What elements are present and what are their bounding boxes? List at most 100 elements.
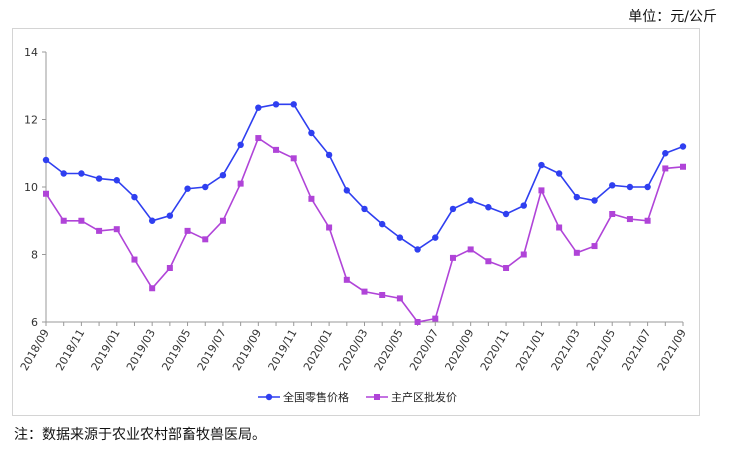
data-point [396, 234, 404, 241]
data-point [308, 195, 315, 202]
data-point [42, 156, 50, 164]
data-point [290, 155, 297, 162]
data-point [520, 202, 527, 209]
data-point [202, 183, 209, 191]
data-point [485, 204, 492, 211]
x-tick-label: 2020/03 [336, 327, 370, 373]
data-point [378, 220, 386, 228]
data-point [202, 236, 209, 243]
data-point [538, 187, 545, 194]
data-point [343, 276, 350, 283]
data-point [219, 171, 227, 179]
data-point [325, 151, 333, 159]
data-point [326, 224, 333, 231]
legend-marker [374, 394, 380, 400]
series-line [45, 103, 684, 251]
data-point [396, 295, 403, 302]
x-tick-label: 2021/05 [584, 327, 618, 373]
data-point [662, 165, 669, 172]
legend-marker [265, 393, 273, 401]
data-point [679, 143, 687, 150]
data-point [626, 216, 633, 223]
data-point [43, 190, 49, 197]
x-tick-label: 2019/07 [195, 327, 229, 373]
data-point [414, 319, 421, 325]
y-tick-label: 8 [31, 249, 38, 262]
data-point [449, 205, 457, 213]
data-point [343, 187, 351, 194]
legend-label: 全国零售价格 [283, 390, 349, 404]
data-point [662, 150, 669, 157]
x-tick-label: 2021/07 [619, 327, 653, 373]
data-point [626, 183, 634, 191]
x-tick-label: 2019/03 [124, 327, 158, 373]
data-point [113, 226, 120, 233]
data-point [113, 177, 120, 184]
x-tick-label: 2019/09 [230, 327, 264, 373]
y-tick-label: 14 [24, 46, 38, 59]
data-point [680, 163, 686, 170]
data-point [166, 265, 173, 271]
data-point [255, 135, 262, 142]
source-note: 注：数据来源于农业农村部畜牧兽医局。 [14, 427, 266, 443]
data-point [237, 141, 244, 149]
data-point [60, 217, 67, 224]
data-point [591, 197, 598, 204]
data-point [290, 101, 297, 108]
data-point [485, 258, 492, 265]
data-point [78, 217, 85, 224]
data-point [379, 292, 386, 298]
x-tick-label: 2021/01 [513, 327, 547, 373]
data-point [219, 217, 226, 224]
data-point [96, 227, 103, 234]
data-point [184, 185, 191, 192]
legend-label: 主产区批发价 [391, 390, 457, 404]
data-point [432, 234, 439, 241]
x-tick-label: 2019/11 [266, 327, 300, 373]
data-point [361, 205, 368, 213]
data-point [184, 227, 191, 234]
data-point [273, 146, 280, 153]
data-point [503, 265, 510, 271]
data-point [149, 285, 156, 292]
x-tick-label: 2018/09 [18, 327, 52, 373]
data-point [538, 161, 545, 169]
x-tick-label: 2021/09 [655, 327, 689, 373]
data-point [432, 315, 439, 322]
unit-label: 单位：元/公斤 [628, 9, 717, 25]
data-point [308, 129, 315, 137]
data-point [272, 101, 280, 108]
data-point [95, 175, 103, 182]
data-point [644, 183, 651, 191]
x-tick-label: 2019/05 [159, 327, 193, 373]
data-point [502, 210, 510, 218]
x-tick-label: 2020/07 [407, 327, 441, 373]
data-point [255, 104, 262, 111]
data-point [131, 256, 138, 263]
data-point [573, 193, 581, 201]
y-tick-label: 10 [24, 181, 38, 194]
data-point [78, 170, 85, 177]
x-tick-label: 2020/09 [442, 327, 476, 373]
x-tick-label: 2020/05 [372, 327, 406, 373]
data-point [520, 251, 527, 258]
data-point [414, 246, 421, 253]
data-point [591, 243, 598, 250]
x-tick-label: 2019/01 [89, 327, 123, 373]
x-tick-label: 2018/11 [53, 327, 87, 373]
chart-frame [12, 28, 700, 416]
x-tick-label: 2020/11 [478, 327, 512, 373]
data-point [467, 197, 474, 204]
data-point [609, 211, 616, 217]
data-point [573, 249, 580, 256]
data-point [60, 170, 67, 177]
data-point [467, 246, 474, 253]
data-point [609, 182, 616, 189]
data-point [131, 193, 138, 201]
data-point [148, 217, 156, 224]
data-point [237, 180, 244, 187]
x-tick-label: 2020/01 [301, 327, 335, 373]
data-point [166, 212, 174, 219]
y-tick-label: 6 [31, 316, 38, 329]
